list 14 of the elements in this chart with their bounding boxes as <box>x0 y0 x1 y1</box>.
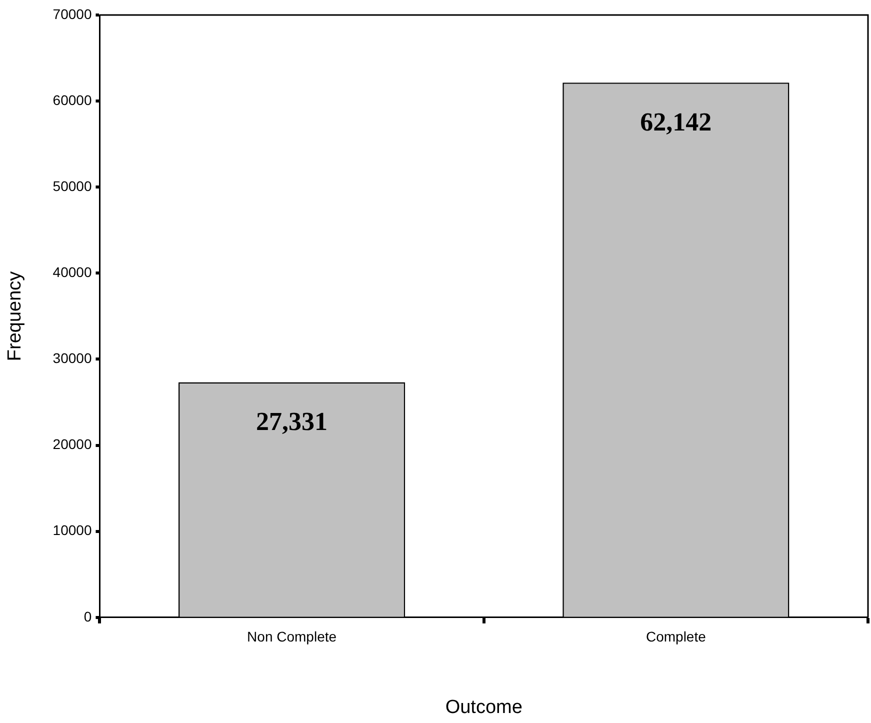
y-tick-label: 30000 <box>52 350 92 366</box>
x-axis-title: Outcome <box>445 696 522 718</box>
y-tick-label: 10000 <box>52 522 92 538</box>
y-tick-label: 60000 <box>52 92 92 108</box>
y-tick-label: 20000 <box>52 436 92 452</box>
y-tick-label: 40000 <box>52 264 92 280</box>
y-tick-label: 50000 <box>52 178 92 194</box>
y-tick-label: 70000 <box>52 6 92 22</box>
x-tick-label: Complete <box>646 628 706 645</box>
y-axis-title: Frequency <box>4 270 26 362</box>
data-label: 62,142 <box>640 107 712 136</box>
x-tick-label: Non Complete <box>247 628 337 645</box>
y-tick-label: 0 <box>84 608 92 624</box>
data-label: 27,331 <box>256 406 328 436</box>
